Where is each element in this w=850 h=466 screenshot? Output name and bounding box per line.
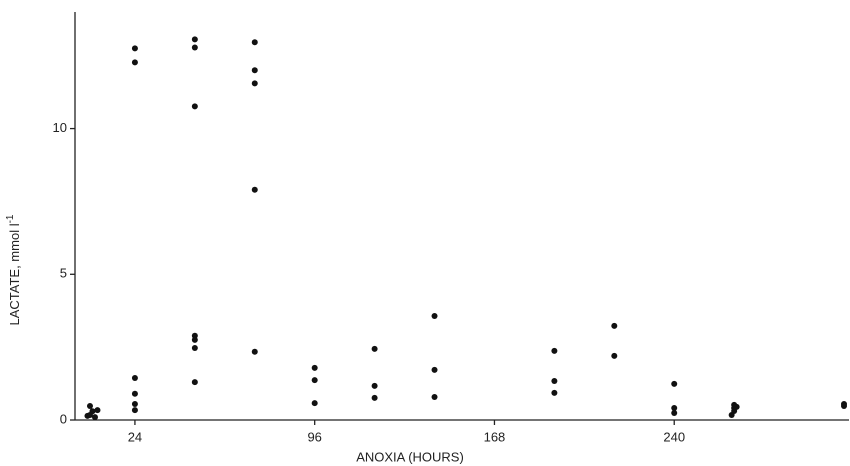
point: [311, 400, 318, 407]
y-axis-label-sup: -1: [5, 214, 16, 223]
point: [86, 403, 93, 410]
point: [431, 312, 438, 319]
point: [191, 345, 198, 352]
point: [191, 336, 198, 343]
point: [191, 36, 198, 43]
point: [431, 393, 438, 400]
x-tick-label: 168: [484, 429, 506, 444]
point: [251, 80, 258, 87]
x-tick-label: 240: [663, 429, 685, 444]
y-tick-label: 0: [60, 411, 67, 426]
point: [311, 377, 318, 384]
point: [131, 45, 138, 52]
point: [191, 103, 198, 110]
point: [86, 412, 93, 419]
point: [551, 347, 558, 354]
point: [671, 380, 678, 387]
point: [611, 352, 618, 359]
point: [251, 186, 258, 193]
point: [131, 375, 138, 382]
point: [191, 44, 198, 51]
point: [431, 366, 438, 373]
point: [131, 407, 138, 414]
point: [733, 403, 740, 410]
point: [251, 348, 258, 355]
point: [251, 39, 258, 46]
point: [551, 389, 558, 396]
point: [251, 67, 258, 74]
point: [371, 394, 378, 401]
point: [94, 407, 101, 414]
point: [131, 390, 138, 397]
point: [371, 382, 378, 389]
point: [131, 400, 138, 407]
point: [671, 410, 678, 417]
x-axis-label: ANOXIA (HOURS): [356, 449, 464, 464]
point: [611, 322, 618, 329]
point: [131, 59, 138, 66]
point: [671, 405, 678, 412]
y-axis-label-text: LACTATE, mmol l: [7, 223, 22, 325]
point: [841, 403, 848, 410]
point: [311, 364, 318, 371]
point: [371, 345, 378, 352]
point: [91, 414, 98, 421]
point: [728, 412, 735, 419]
x-tick-label: 96: [307, 429, 321, 444]
x-tick-label: 24: [128, 429, 142, 444]
point: [191, 379, 198, 386]
y-axis-label: LACTATE, mmol l-1: [5, 214, 23, 325]
y-tick-label: 10: [53, 120, 67, 135]
y-tick-label: 5: [60, 266, 67, 281]
point: [551, 377, 558, 384]
